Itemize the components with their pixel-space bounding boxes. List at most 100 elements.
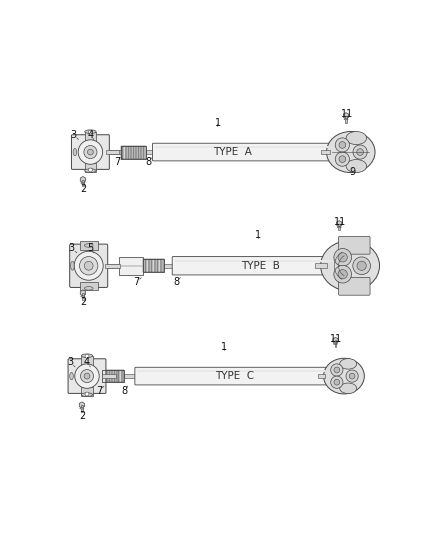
Bar	[141, 146, 144, 158]
Bar	[315, 263, 327, 268]
Bar	[155, 260, 158, 272]
Circle shape	[353, 257, 371, 274]
Bar	[80, 281, 98, 290]
Bar	[136, 146, 139, 158]
Text: 2: 2	[79, 411, 86, 421]
Ellipse shape	[81, 182, 85, 184]
Text: 2: 2	[81, 297, 87, 308]
Bar	[146, 260, 149, 272]
Bar	[175, 260, 332, 262]
Circle shape	[334, 265, 352, 283]
Circle shape	[353, 145, 367, 159]
Ellipse shape	[81, 296, 85, 297]
Text: 8: 8	[145, 157, 151, 167]
Bar	[122, 370, 124, 382]
Bar	[121, 146, 124, 158]
Bar	[155, 147, 328, 148]
Bar	[335, 341, 336, 347]
FancyBboxPatch shape	[70, 244, 108, 287]
Text: 2: 2	[81, 184, 87, 195]
Bar	[120, 370, 122, 382]
Circle shape	[88, 149, 93, 155]
Ellipse shape	[321, 240, 380, 291]
Bar	[143, 260, 164, 272]
Circle shape	[74, 251, 103, 280]
Circle shape	[84, 261, 93, 270]
Bar	[81, 387, 93, 397]
Bar	[81, 405, 83, 411]
FancyBboxPatch shape	[71, 135, 110, 169]
Ellipse shape	[344, 118, 348, 120]
Circle shape	[84, 373, 90, 379]
Bar	[105, 370, 107, 382]
Bar	[102, 370, 124, 382]
Bar	[318, 374, 325, 378]
Bar	[82, 293, 84, 300]
Bar	[102, 374, 116, 378]
Ellipse shape	[70, 373, 73, 379]
Bar	[81, 356, 93, 365]
Text: 1: 1	[222, 342, 227, 352]
Circle shape	[339, 142, 346, 148]
Circle shape	[85, 392, 89, 396]
Text: 4: 4	[87, 130, 93, 140]
Circle shape	[85, 354, 89, 358]
Ellipse shape	[340, 383, 357, 393]
Bar	[129, 146, 131, 158]
Bar	[146, 150, 153, 154]
Ellipse shape	[73, 148, 77, 156]
Bar	[144, 146, 146, 158]
Bar	[126, 146, 129, 158]
Circle shape	[81, 369, 94, 383]
Text: 7: 7	[114, 157, 121, 167]
Bar	[106, 264, 120, 268]
Bar	[105, 150, 121, 154]
Circle shape	[338, 253, 347, 262]
Ellipse shape	[71, 261, 74, 270]
Bar	[339, 224, 340, 230]
Text: 4: 4	[84, 357, 90, 367]
Bar	[106, 264, 119, 268]
Text: 11: 11	[341, 109, 353, 119]
Bar	[161, 260, 164, 272]
Bar	[106, 150, 119, 154]
Bar	[117, 370, 120, 382]
Bar	[107, 370, 110, 382]
Ellipse shape	[324, 358, 364, 394]
Bar	[164, 263, 173, 268]
Ellipse shape	[81, 393, 93, 397]
Bar	[321, 150, 330, 154]
Circle shape	[346, 370, 358, 382]
Bar	[139, 146, 141, 158]
Bar	[82, 180, 84, 187]
Bar	[124, 374, 135, 378]
Text: 3: 3	[67, 357, 73, 367]
Ellipse shape	[346, 132, 367, 144]
Circle shape	[88, 130, 92, 134]
Text: 3: 3	[71, 130, 77, 140]
Ellipse shape	[84, 244, 93, 247]
Ellipse shape	[84, 287, 93, 290]
Circle shape	[80, 256, 98, 275]
Circle shape	[339, 156, 346, 163]
Circle shape	[335, 138, 350, 152]
Bar	[102, 370, 105, 382]
Text: 3: 3	[69, 243, 75, 253]
Circle shape	[357, 261, 366, 270]
Text: 7: 7	[96, 386, 102, 395]
Ellipse shape	[85, 169, 96, 172]
Text: 8: 8	[173, 277, 179, 287]
Text: TYPE  A: TYPE A	[213, 147, 252, 157]
FancyBboxPatch shape	[135, 367, 327, 385]
Text: 7: 7	[133, 277, 139, 287]
FancyBboxPatch shape	[339, 236, 370, 254]
FancyBboxPatch shape	[68, 359, 106, 393]
FancyBboxPatch shape	[152, 143, 330, 161]
Circle shape	[335, 152, 350, 166]
Circle shape	[338, 270, 347, 279]
Circle shape	[357, 149, 364, 156]
Text: 8: 8	[121, 386, 127, 395]
Bar	[110, 370, 112, 382]
Circle shape	[334, 379, 340, 385]
Text: 11: 11	[334, 217, 346, 227]
